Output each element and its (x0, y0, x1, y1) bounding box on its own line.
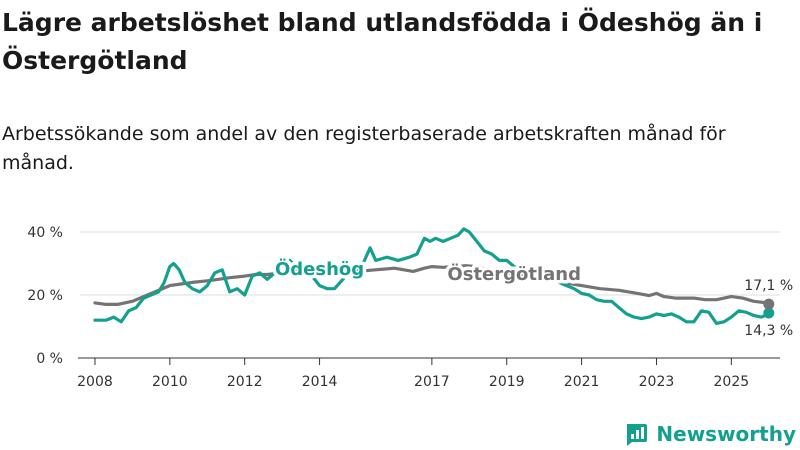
series-label-ostergotland: Östergötland (447, 263, 581, 285)
series-group (93, 227, 775, 325)
x-tick-label: 2012 (227, 374, 263, 390)
chart-subtitle: Arbetssökande som andel av den registerb… (2, 123, 726, 174)
newsworthy-logo-icon (627, 424, 648, 446)
brand-name: Newsworthy (656, 422, 796, 446)
x-tick-label: 2008 (77, 374, 113, 390)
series-label-odeshog: Ödeshög (275, 258, 364, 280)
end-point-ostergotland (763, 298, 775, 310)
x-tick-label: 2019 (489, 374, 525, 390)
series-label-odeshog-halo: Ödeshög (275, 258, 364, 280)
series-line-ostergotland (93, 264, 771, 306)
brand-logo: Newsworthy (624, 419, 796, 449)
chart-title: Lägre arbetslöshet bland utlandsfödda i … (2, 8, 763, 75)
x-tick-label: 2021 (564, 374, 600, 390)
end-value-label-odeshog: 14,3 % (744, 323, 793, 339)
y-tick-label: 0 % (36, 351, 63, 367)
y-axis: 0 % 20 % 40 % (27, 225, 63, 367)
x-axis: 2008 2010 2012 2014 2017 2019 2021 2023 2025 (77, 357, 780, 390)
x-tick-label: 2014 (302, 374, 338, 390)
y-tick-label: 20 % (27, 288, 63, 304)
end-value-label-ostergotland: 17,1 % (744, 278, 793, 294)
x-tick-label: 2010 (152, 374, 188, 390)
series-label-ostergotland-halo: Östergötland (447, 263, 581, 285)
x-tick-label: 2025 (714, 374, 750, 390)
x-tick-label: 2017 (414, 374, 450, 390)
end-point-odeshog (763, 307, 775, 319)
y-tick-label: 40 % (27, 225, 63, 241)
series-line-odeshog (93, 227, 771, 325)
x-tick-label: 2023 (639, 374, 675, 390)
